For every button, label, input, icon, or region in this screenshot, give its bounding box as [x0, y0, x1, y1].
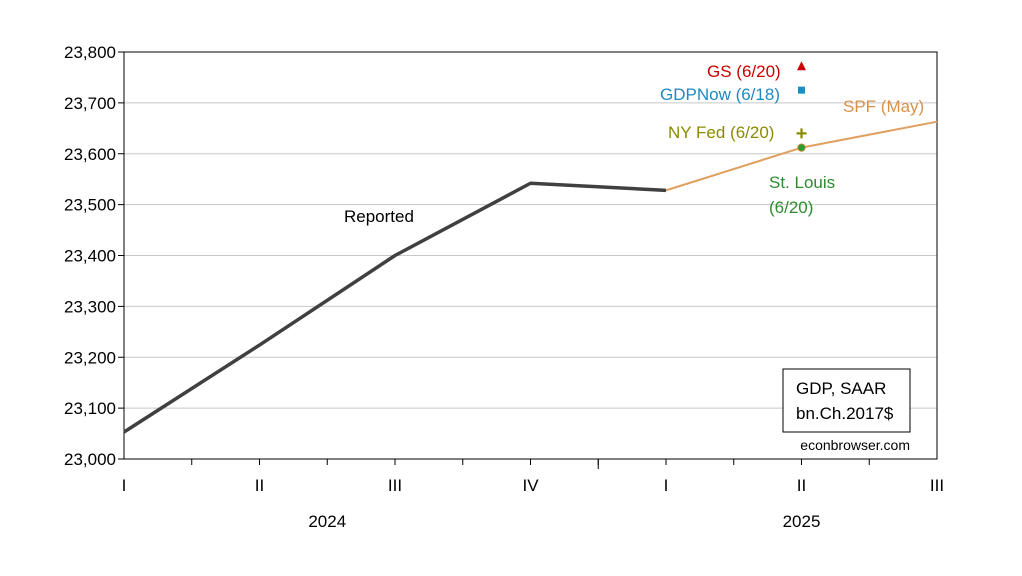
reported-label: Reported	[344, 207, 414, 226]
legend-line2: bn.Ch.2017$	[796, 404, 894, 423]
spf-label: SPF (May)	[843, 97, 924, 116]
gdpnow-marker	[798, 86, 805, 94]
nyfed-label: NY Fed (6/20)	[668, 123, 774, 142]
y-tick-label: 23,400	[64, 247, 116, 266]
x-tick-label: II	[797, 476, 806, 495]
gridlines	[124, 102, 937, 409]
source-label: econbrowser.com	[800, 437, 910, 453]
stlouis-marker	[797, 143, 806, 152]
year-label: 2025	[783, 512, 821, 531]
y-tick-label: 23,500	[64, 196, 116, 215]
x-tick-label: III	[930, 476, 944, 495]
x-tick-label: III	[388, 476, 402, 495]
y-tick-label: 23,700	[64, 94, 116, 113]
gs-marker	[797, 61, 806, 71]
legend-box: GDP, SAAR bn.Ch.2017$	[782, 368, 911, 433]
x-tick-label: I	[122, 476, 127, 495]
legend-line1: GDP, SAAR	[796, 379, 886, 398]
x-tick-label: I	[664, 476, 669, 495]
nyfed-marker	[796, 128, 807, 139]
stlouis-label-line1: St. Louis	[769, 173, 835, 192]
y-axis: 23,000 23,100 23,200 23,300 23,400 23,500 23,6…	[64, 43, 124, 469]
reported-series-line	[123, 181, 667, 434]
y-tick-label: 23,800	[64, 43, 116, 62]
y-tick-label: 23,000	[64, 450, 116, 469]
y-tick-label: 23,600	[64, 145, 116, 164]
x-tick-label: II	[255, 476, 264, 495]
gs-label: GS (6/20)	[707, 62, 781, 81]
y-tick-label: 23,100	[64, 399, 116, 418]
legend-frame	[782, 368, 911, 433]
x-tick-label: IV	[522, 476, 539, 495]
year-label: 2024	[308, 512, 346, 531]
y-tick-label: 23,200	[64, 348, 116, 367]
point-layer	[796, 61, 807, 152]
y-tick-label: 23,300	[64, 297, 116, 316]
stlouis-label-line2: (6/20)	[769, 198, 813, 217]
gdpnow-label: GDPNow (6/18)	[660, 85, 780, 104]
